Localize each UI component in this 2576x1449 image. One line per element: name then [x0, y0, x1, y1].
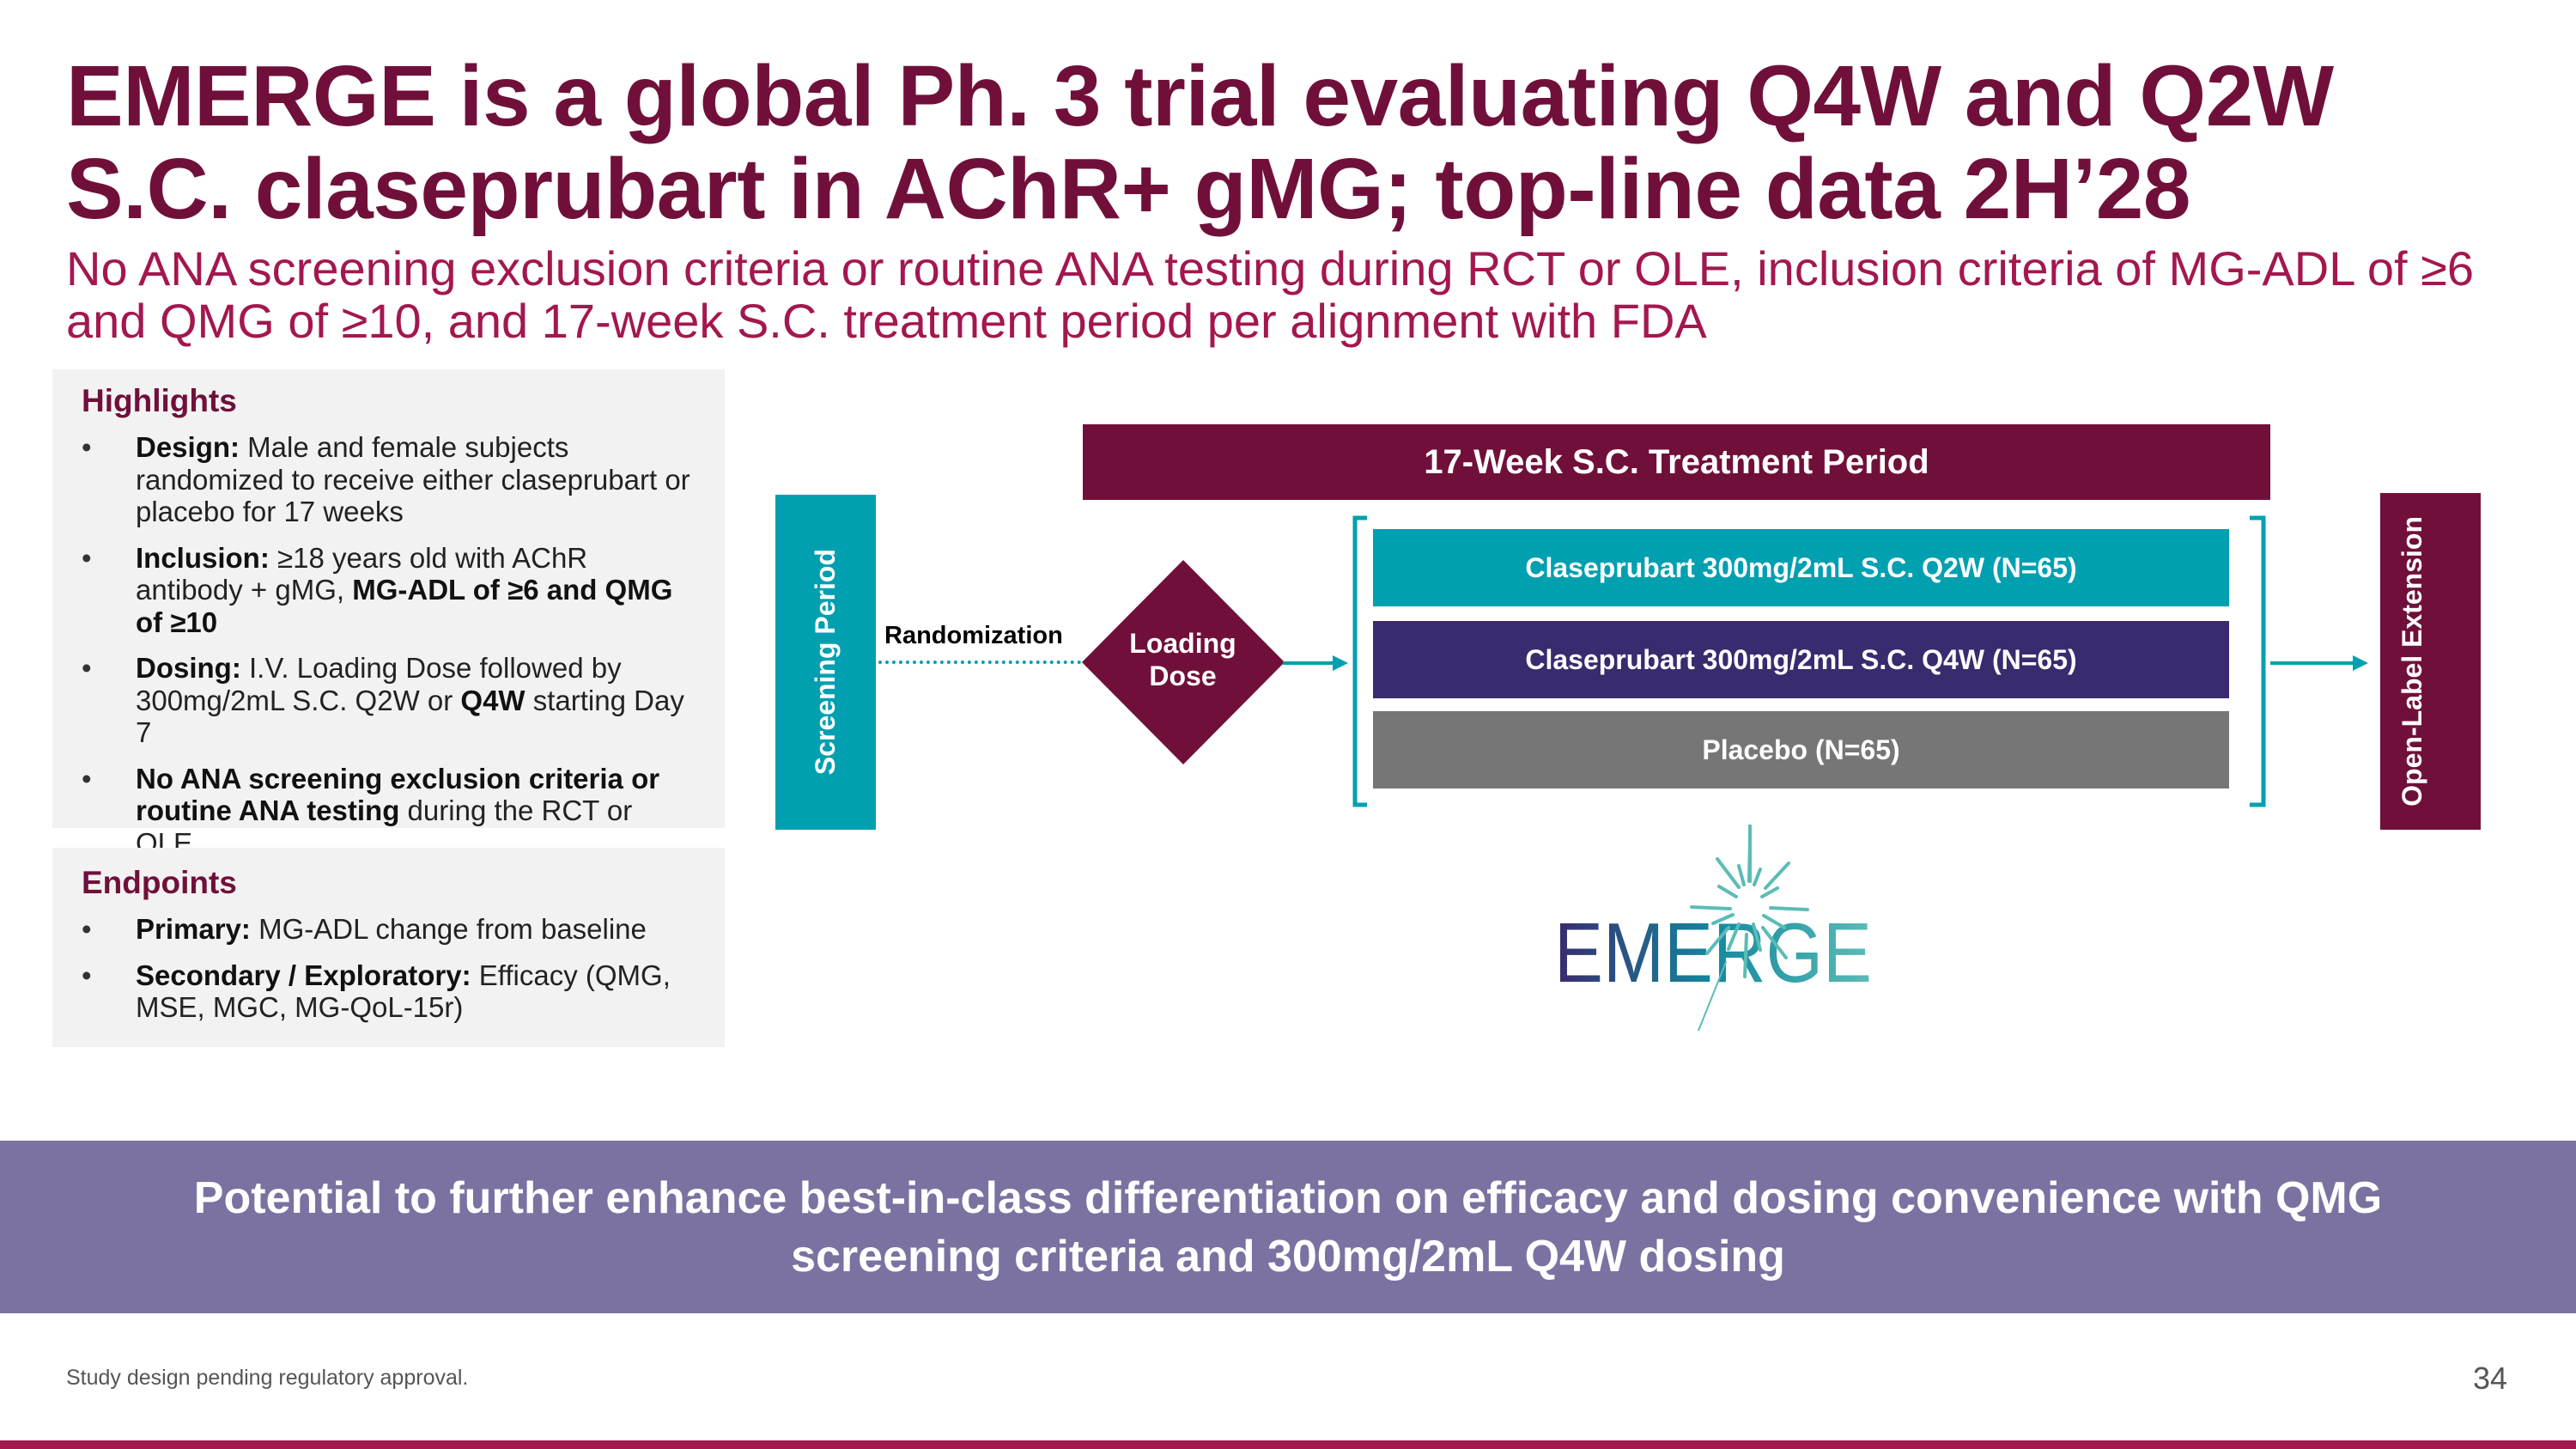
randomization-label: Randomization: [884, 622, 1063, 649]
arm-q2w: Claseprubart 300mg/2mL S.C. Q2W (N=65): [1373, 529, 2229, 606]
key-message-banner: Potential to further enhance best-in-cla…: [0, 1141, 2576, 1313]
arrow-to-ole: [2270, 655, 2368, 671]
loading-dose-diamond: [1082, 560, 1285, 764]
right-bracket: [2250, 515, 2266, 807]
slide-subtitle: No ANA screening exclusion criteria or r…: [66, 241, 2474, 348]
endpoints-heading: Endpoints: [82, 865, 237, 900]
highlights-heading: Highlights: [82, 383, 237, 418]
page-number: 34: [2473, 1361, 2508, 1396]
emerge-logo: EMERGE: [1554, 825, 1872, 1031]
arm-placebo: Placebo (N=65): [1373, 711, 2229, 788]
randomization-dotted-line: [878, 661, 1081, 664]
banner-text: Potential to further enhance best-in-cla…: [193, 1172, 2383, 1282]
left-bracket: [1352, 515, 1367, 807]
bottom-accent-line: [0, 1440, 2576, 1449]
ole-label: Open-Label Extension: [2396, 516, 2427, 807]
highlight-dosing: Dosing: I.V. Loading Dose followed by 30…: [82, 652, 696, 749]
highlight-inclusion: Inclusion: ≥18 years old with AChR antib…: [82, 542, 696, 639]
svg-text:EMERGE: EMERGE: [1554, 905, 1872, 1000]
endpoints-box: Endpoints Primary: MG-ADL change from ba…: [52, 848, 725, 1047]
endpoint-primary: Primary: MG-ADL change from baseline: [82, 913, 696, 946]
highlight-design: Design: Male and female subjects randomi…: [82, 431, 696, 528]
treatment-period-header: 17-Week S.C. Treatment Period: [1083, 424, 2270, 500]
slide-title: EMERGE is a global Ph. 3 trial evaluatin…: [66, 48, 2334, 237]
screening-label: Screening Period: [810, 549, 841, 776]
open-label-extension-box: Open-Label Extension: [2380, 493, 2481, 830]
arrow-to-arms: [1283, 655, 1348, 671]
highlight-ana: No ANA screening exclusion criteria or r…: [82, 763, 696, 860]
screening-period-bar: Screening Period: [775, 495, 876, 830]
footnote: Study design pending regulatory approval…: [66, 1366, 469, 1390]
highlights-box: Highlights Design: Male and female subje…: [52, 369, 725, 859]
endpoint-secondary: Secondary / Exploratory: Efficacy (QMG, …: [82, 959, 696, 1024]
arm-q4w: Claseprubart 300mg/2mL S.C. Q4W (N=65): [1373, 621, 2229, 698]
sparkle-icon: [1690, 825, 1809, 1031]
loading-dose-label: Loading Dose: [1129, 628, 1236, 691]
